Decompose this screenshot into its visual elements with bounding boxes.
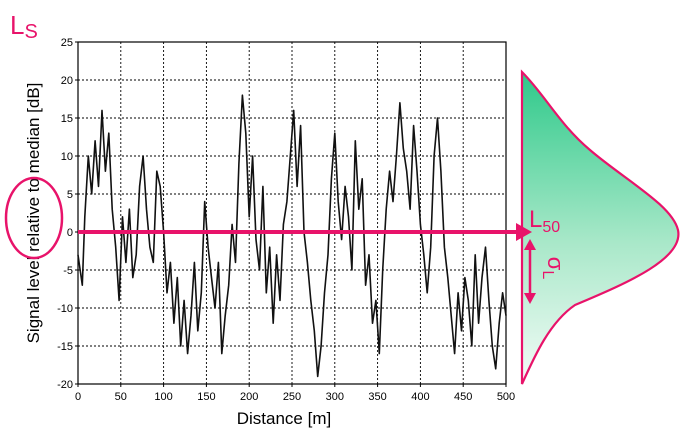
- relative-highlight-ellipse: [4, 176, 64, 260]
- y-tick-label-5: 0: [67, 227, 73, 239]
- x-tick-label-6: 300: [326, 391, 344, 403]
- y-tick-label-3: 10: [61, 151, 73, 163]
- ls-label: LS: [10, 10, 38, 43]
- y-tick-label-6: -5: [63, 265, 73, 277]
- x-tick-label-4: 200: [240, 391, 258, 403]
- median-arrow-head: [516, 223, 532, 241]
- y-axis-ticks: 25 20 15 10 5 0 -5 -10 -15 -20: [57, 37, 78, 391]
- x-tick-label-10: 500: [497, 391, 515, 403]
- x-tick-label-5: 250: [283, 391, 301, 403]
- sigma-arrow-bottom: [524, 293, 536, 304]
- y-tick-label-9: -20: [57, 379, 73, 391]
- sigma-arrow-top: [524, 239, 536, 250]
- plot-area: [77, 41, 507, 385]
- x-tick-label-2: 100: [154, 391, 172, 403]
- x-tick-label-7: 350: [368, 391, 386, 403]
- y-tick-label-1: 20: [61, 75, 73, 87]
- x-tick-label-1: 50: [115, 391, 127, 403]
- l50-label: L50: [529, 206, 560, 236]
- x-axis-title: Distance [m]: [237, 409, 331, 428]
- distribution-curve: [520, 69, 680, 385]
- x-tick-label-0: 0: [75, 391, 81, 403]
- x-tick-label-8: 400: [411, 391, 429, 403]
- y-tick-label-8: -15: [57, 341, 73, 353]
- l50-subscript: 50: [542, 219, 560, 236]
- y-tick-label-2: 15: [61, 113, 73, 125]
- y-axis-title: Signal level relative to median [dB]: [24, 83, 43, 344]
- y-tick-label-4: 5: [67, 189, 73, 201]
- sigma-subscript: L: [539, 270, 556, 279]
- ls-subscript: S: [24, 21, 37, 43]
- x-tick-label-9: 450: [454, 391, 472, 403]
- y-tick-label-0: 25: [61, 37, 73, 49]
- x-axis-ticks: 0 50 100 150 200 250 300 350 400 450 500: [75, 384, 515, 403]
- series-line: [77, 94, 507, 378]
- y-tick-label-7: -10: [57, 303, 73, 315]
- x-tick-label-3: 150: [197, 391, 215, 403]
- sigma-label: σL: [539, 257, 568, 280]
